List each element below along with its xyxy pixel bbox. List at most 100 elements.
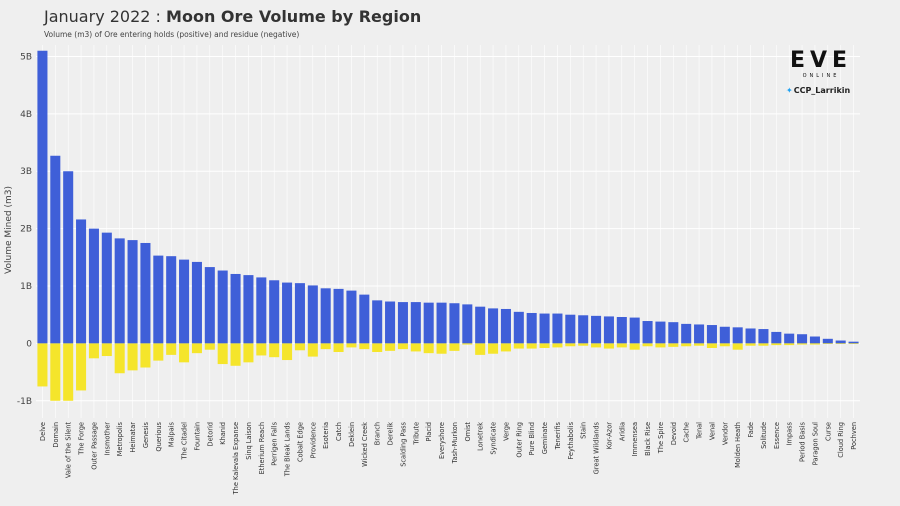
- x-tick-label: Placid: [425, 422, 433, 442]
- bar-negative: [410, 343, 421, 352]
- bar-positive: [204, 267, 215, 344]
- bar-positive: [603, 316, 614, 344]
- x-tick-label: Kor-Azor: [605, 422, 613, 450]
- bar-negative: [475, 343, 486, 355]
- bar-positive: [50, 155, 61, 344]
- bar-positive: [88, 228, 99, 344]
- y-tick-label: 0: [26, 339, 32, 349]
- bar-negative: [127, 343, 138, 371]
- bar-negative: [385, 343, 396, 351]
- y-tick-label: 2B: [20, 225, 32, 235]
- bar-positive: [230, 273, 241, 344]
- x-tick-label: Malpais: [168, 421, 176, 447]
- x-tick-label: Tash-Murkon: [451, 422, 459, 464]
- bar-positive: [771, 331, 782, 344]
- x-tick-label: Cloud Ring: [837, 422, 845, 458]
- bar-positive: [565, 314, 576, 344]
- bar-positive: [488, 308, 499, 344]
- bar-negative: [642, 343, 653, 347]
- x-tick-label: Derelik: [387, 422, 395, 445]
- x-tick-label: Pure Blind: [528, 422, 536, 455]
- bar-positive: [217, 270, 228, 344]
- x-tick-label: Impass: [786, 421, 794, 445]
- bar-positive: [629, 317, 640, 344]
- bar-positive: [333, 288, 344, 344]
- bar-positive: [101, 232, 112, 344]
- x-tick-label: Catch: [335, 422, 343, 441]
- y-tick-label: 1B: [20, 282, 32, 292]
- bar-positive: [513, 311, 524, 344]
- bar-negative: [204, 343, 215, 350]
- x-tick-label: Paragon Soul: [811, 422, 819, 465]
- bar-negative: [436, 343, 447, 354]
- bar-positive: [758, 329, 769, 344]
- x-tick-label: Vale of the Silent: [65, 422, 73, 478]
- x-tick-label: The Bleak Lands: [284, 421, 292, 477]
- bar-negative: [797, 343, 808, 345]
- x-tick-label: Etherium Reach: [258, 422, 266, 474]
- bar-positive: [320, 288, 331, 344]
- x-tick-label: Venal: [708, 422, 716, 440]
- bar-positive: [655, 321, 666, 344]
- x-tick-label: Esoteria: [322, 422, 330, 449]
- bar-negative: [372, 343, 383, 353]
- title-prefix: January 2022 :: [44, 7, 167, 26]
- bar-negative: [745, 343, 756, 346]
- bar-negative: [243, 343, 254, 363]
- bar-negative: [488, 343, 499, 354]
- logo-subtext: ONLINE: [802, 73, 840, 79]
- bar-negative: [629, 343, 640, 350]
- bar-positive: [732, 327, 743, 344]
- bar-negative: [655, 343, 666, 348]
- bar-negative: [101, 343, 112, 357]
- title-main: Moon Ore Volume by Region: [166, 7, 422, 26]
- bars: [37, 50, 859, 401]
- bar-positive: [706, 325, 717, 344]
- bar-positive: [256, 277, 267, 344]
- bar-negative: [191, 343, 202, 354]
- bar-negative: [449, 343, 460, 351]
- twitter-bird-icon: ✦: [786, 86, 793, 95]
- x-tick-label: Tenal: [696, 422, 704, 440]
- x-tick-label: Feythabolis: [567, 421, 575, 459]
- x-tick-label: Fade: [747, 422, 755, 437]
- x-tick-label: Devoid: [670, 422, 678, 445]
- bar-positive: [307, 285, 318, 344]
- bar-negative: [230, 343, 241, 366]
- bar-negative: [320, 343, 331, 350]
- bar-positive: [269, 280, 280, 344]
- bar-positive: [294, 283, 305, 344]
- bar-negative: [603, 343, 614, 349]
- logo-text: EVE: [789, 48, 853, 73]
- bar-negative: [822, 343, 833, 344]
- bar-positive: [475, 306, 486, 344]
- x-tick-label: Insmother: [103, 422, 111, 456]
- bar-positive: [500, 308, 511, 344]
- y-tick-label: 5B: [20, 52, 32, 62]
- bar-positive: [153, 255, 164, 344]
- bar-negative: [668, 343, 679, 347]
- x-tick-label: Domain: [52, 422, 60, 448]
- x-tick-label: Aridia: [618, 422, 626, 441]
- bar-positive: [37, 50, 48, 344]
- x-tick-label: Curse: [824, 422, 832, 441]
- bar-negative: [462, 343, 473, 345]
- bar-negative: [294, 343, 305, 351]
- bar-positive: [552, 313, 563, 344]
- x-tick-label: Heimatar: [129, 422, 137, 453]
- bar-positive: [410, 302, 421, 344]
- bar-positive: [243, 275, 254, 344]
- x-tick-label: Immensea: [631, 422, 639, 457]
- bar-negative: [63, 343, 74, 401]
- x-tick-label: Verge: [502, 422, 510, 441]
- x-tick-label: Sinq Laison: [245, 422, 253, 460]
- x-tick-label: Stain: [580, 422, 588, 439]
- x-tick-label: Essence: [773, 422, 781, 449]
- bar-positive: [397, 302, 408, 344]
- x-tick-label: The Spire: [657, 422, 665, 454]
- bar-negative: [719, 343, 730, 347]
- bar-negative: [282, 343, 293, 361]
- bar-positive: [423, 302, 434, 344]
